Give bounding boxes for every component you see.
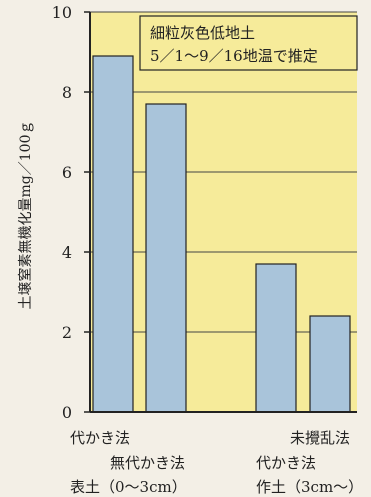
x-group-labels: 表土（0～3cm） 作土（3cm～） — [70, 478, 363, 496]
legend-box: 細粒灰色低地土 5／1～9／16地温で推定 — [139, 15, 358, 71]
x-label-bar-3: 代かき法 — [256, 454, 316, 472]
y-ticks: 0 2 4 6 8 10 — [52, 3, 90, 422]
bars — [92, 55, 351, 413]
x-group-label-topsoil: 表土（0～3cm） — [70, 478, 187, 496]
x-label-bar-2: 無代かき法 — [110, 454, 185, 472]
bar-4 — [309, 315, 351, 413]
y-tick-label: 10 — [52, 3, 72, 22]
legend-line-2: 5／1～9／16地温で推定 — [150, 47, 318, 65]
legend-line-1: 細粒灰色低地土 — [150, 24, 255, 42]
legend-background — [139, 15, 358, 71]
y-tick-label: 8 — [62, 83, 72, 102]
x-label-bar-1: 代かき法 — [70, 429, 130, 447]
x-category-labels: 代かき法 無代かき法 代かき法 未攪乱法 — [70, 429, 350, 472]
x-group-label-plow-layer: 作土（3cm～） — [256, 478, 363, 496]
y-tick-label: 6 — [62, 163, 72, 182]
bar-3 — [255, 263, 297, 413]
y-axis-label: 土壌窒素無機化量mg／100ｇ — [17, 121, 34, 310]
y-tick-label: 2 — [62, 323, 72, 342]
bar-2 — [145, 103, 187, 413]
x-label-bar-4: 未攪乱法 — [290, 429, 350, 447]
bar-1 — [92, 55, 134, 413]
y-tick-label: 0 — [62, 403, 72, 422]
y-tick-label: 4 — [62, 243, 72, 262]
